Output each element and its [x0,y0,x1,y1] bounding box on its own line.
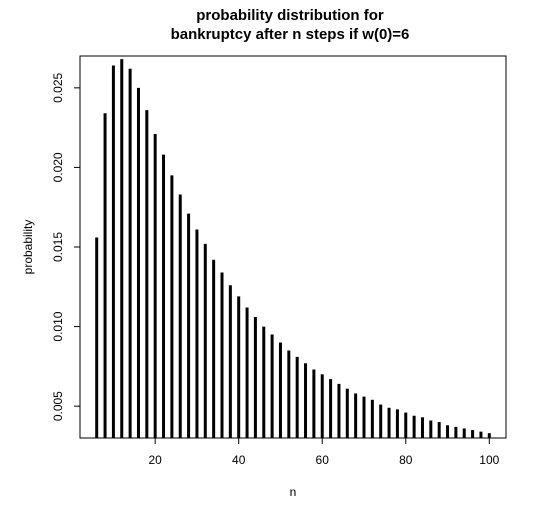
y-tick-label: 0.005 [51,391,65,421]
x-tick-label: 80 [399,453,413,467]
x-tick-label: 100 [479,453,499,467]
x-tick-label: 60 [316,453,330,467]
y-tick-label: 0.020 [51,152,65,182]
y-tick-label: 0.015 [51,232,65,262]
chart-title-line1: probability distribution for [196,7,384,24]
x-axis-label: n [290,485,297,499]
chart-title-line2: bankruptcy after n steps if w(0)=6 [171,26,410,43]
x-tick-label: 40 [232,453,246,467]
y-tick-label: 0.010 [51,311,65,341]
y-axis: 0.005 0.010 0.015 0.020 0.025 [51,72,81,421]
x-axis: 20 40 60 80 100 [148,437,500,467]
plot-frame [79,55,507,439]
y-axis-label: probability [21,220,35,275]
x-tick-label: 20 [148,453,162,467]
y-tick-label: 0.025 [51,72,65,102]
bars-group [95,59,491,438]
